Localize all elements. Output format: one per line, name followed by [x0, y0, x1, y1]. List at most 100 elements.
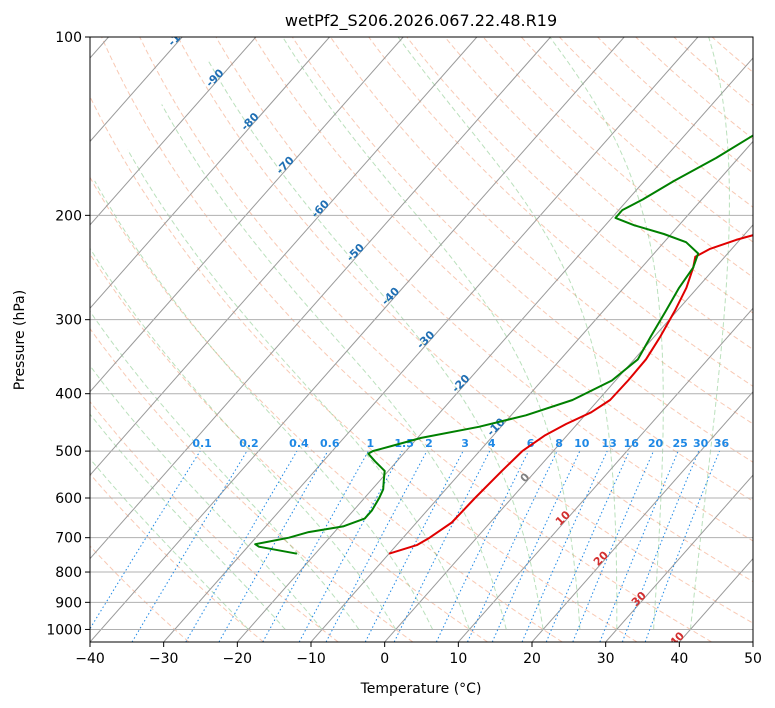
mixing-ratio-label: 20 [648, 437, 664, 450]
mixing-ratio-line [325, 450, 428, 642]
moist-adiabat-line [90, 247, 397, 630]
isotherm-line [605, 474, 753, 642]
chart-title: wetPf2_S206.2026.067.22.48.R19 [285, 11, 557, 31]
y-tick-label: 200 [55, 208, 82, 224]
y-tick-label: 300 [55, 313, 82, 329]
mixing-ratio-line [393, 450, 491, 642]
y-tick-label: 500 [55, 444, 82, 460]
mixing-ratio-line [644, 450, 720, 642]
moist-adiabat-line [689, 37, 730, 630]
mixing-ratio-line [572, 450, 654, 642]
isotherm-line [90, 37, 257, 226]
dry-adiabat-line [673, 37, 753, 107]
x-tick-label: 10 [449, 651, 467, 667]
plot-frame [89, 36, 754, 643]
mixing-ratio-line [545, 450, 630, 642]
isotherm-label: 40 [667, 629, 687, 649]
mixing-ratio-label: 10 [574, 437, 590, 450]
isotherm-line [384, 224, 753, 642]
dewpoint-profile-line [254, 134, 753, 555]
x-axis: −40 −30 −20 −10 0 10 20 30 40 50 [75, 642, 762, 667]
mixing-ratio-line [467, 450, 558, 642]
isotherm-line [236, 57, 753, 642]
x-tick-label: −10 [296, 651, 326, 667]
dry-adiabat-line [90, 327, 414, 642]
mixing-ratio-line [218, 450, 329, 642]
moist-adiabat-line [127, 149, 470, 630]
moist-adiabat-line [208, 61, 544, 630]
moist-adiabat-line [282, 37, 581, 630]
isotherm-line [90, 37, 183, 143]
isotherm-line [457, 307, 753, 642]
mixing-ratio-line [298, 450, 403, 642]
mixing-ratio-line [521, 450, 608, 642]
x-axis-label: Temperature (°C) [360, 681, 482, 697]
y-tick-label: 400 [55, 387, 82, 403]
y-tick-label: 100 [55, 30, 82, 46]
y-axis: 100 200 300 400 500 600 700 800 900 1000 [46, 30, 90, 638]
mixing-ratio-label: 30 [693, 437, 709, 450]
dry-adiabat-line [101, 37, 712, 642]
mixing-ratio-label: 0.1 [192, 437, 212, 450]
dry-adiabat-line [90, 545, 190, 642]
isotherm-label: -40 [379, 284, 402, 307]
x-tick-label: 20 [523, 651, 541, 667]
mixing-ratio-label: 13 [601, 437, 616, 450]
isotherm-label: -80 [238, 110, 261, 133]
dry-adiabat-line [597, 37, 753, 174]
dry-adiabat-line [520, 37, 753, 243]
mixing-ratio-line [491, 450, 581, 642]
isotherm-label: -10 [484, 415, 507, 438]
x-tick-label: 30 [597, 651, 615, 667]
dry-adiabat-line [291, 37, 753, 463]
x-tick-label: 0 [380, 651, 389, 667]
moist-adiabat-line [397, 37, 618, 630]
plot-area: 0.1 0.2 0.4 0.6 1 1.5 2 3 4 6 8 10 13 16 20 25 30 36-100-… [90, 20, 753, 649]
moist-adiabat-line [90, 310, 360, 630]
isotherm-label: 20 [591, 548, 611, 568]
dry-adiabat-line [177, 37, 753, 583]
isotherm-line [90, 37, 404, 393]
dry-adiabat-line [406, 37, 753, 351]
y-tick-label: 900 [55, 595, 82, 611]
mixing-ratio-line [262, 450, 369, 642]
isotherm-label: -20 [449, 372, 472, 395]
dry-adiabat-line [90, 473, 264, 642]
isotherm-label: -60 [309, 197, 332, 220]
isotherm-line [90, 37, 625, 642]
moist-adiabat-line [161, 104, 507, 630]
mixing-ratio-label: 25 [673, 437, 688, 450]
moist-adiabat-line [549, 37, 664, 630]
mixing-ratio-label: 36 [714, 437, 730, 450]
isotherm-label: 30 [629, 589, 649, 609]
isotherm-label: -50 [344, 241, 367, 264]
mixing-ratio-label: 2 [425, 437, 433, 450]
mixing-ratio-line [90, 450, 201, 630]
moist-adiabat-line [90, 413, 286, 630]
moist-adiabat-line [94, 180, 434, 630]
isotherm-label: -100 [165, 20, 194, 49]
mixing-ratio-label: 3 [461, 437, 469, 450]
y-axis-label: Pressure (hPa) [12, 290, 28, 390]
mixing-ratio-line [621, 450, 700, 642]
temperature-profile-line [388, 234, 753, 555]
mixing-ratio-line [435, 450, 530, 642]
dry-adiabat-line [90, 95, 638, 642]
x-tick-label: 40 [670, 651, 688, 667]
dry-adiabat-line [482, 37, 753, 278]
dry-adiabat-line [253, 37, 753, 502]
dry-adiabat-line [711, 37, 753, 73]
dry-adiabat-line [90, 176, 563, 642]
dry-adiabat-line [559, 37, 753, 208]
isotherm-line [310, 140, 753, 642]
isotherm-label: -30 [414, 328, 437, 351]
isotherm-line [90, 37, 551, 560]
dry-adiabat-line [139, 37, 753, 624]
dry-adiabat-line [330, 37, 753, 425]
isotherm-line [90, 37, 478, 476]
mixing-ratio-label: 8 [555, 437, 563, 450]
mixing-ratio-line [131, 450, 248, 642]
y-tick-label: 1000 [46, 622, 82, 638]
isotherm-line [90, 37, 330, 310]
